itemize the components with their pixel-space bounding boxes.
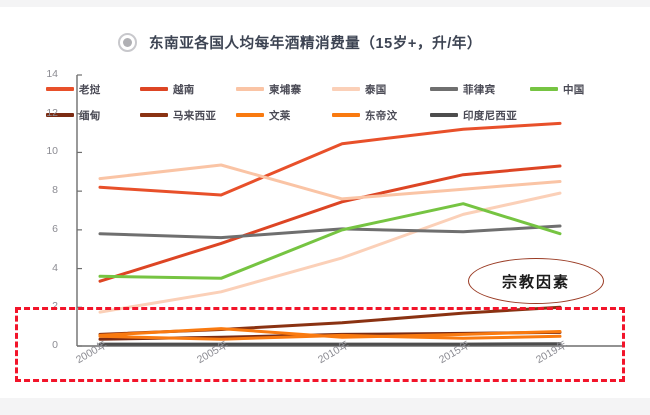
legend-item-china[interactable]: 中国: [530, 82, 585, 97]
y-axis-tick-label: 8: [52, 184, 58, 197]
legend-swatch-laos: [46, 87, 74, 91]
legend-swatch-indonesia: [430, 113, 458, 117]
legend-item-indonesia[interactable]: 印度尼西亚: [430, 108, 517, 123]
bullet-dot-icon: [118, 33, 137, 52]
legend-item-philippines[interactable]: 菲律宾: [430, 82, 530, 97]
highlight-region-box: [15, 307, 625, 382]
legend-label-timor-leste: 东帝汶: [365, 109, 398, 122]
legend-label-china: 中国: [563, 83, 585, 96]
axis-lines: [76, 75, 625, 347]
y-axis-tick-label: 0: [52, 339, 58, 351]
series-line: [98, 191, 562, 314]
page-title: 东南亚各国人均每年酒精消费量（15岁+，升/年）: [149, 36, 483, 52]
legend-label-brunei: 文莱: [269, 109, 291, 122]
legend-swatch-myanmar: [46, 113, 74, 117]
legend-item-vietnam[interactable]: 越南: [140, 82, 236, 97]
legend-swatch-malaysia: [140, 113, 168, 117]
series-line: [98, 164, 562, 283]
legend-label-indonesia: 印度尼西亚: [463, 109, 517, 122]
legend-label-philippines: 菲律宾: [463, 83, 496, 96]
legend-swatch-thailand: [332, 87, 360, 91]
legend-row-2: 缅甸 马来西亚 文莱 东帝汶 印度尼西亚: [46, 102, 624, 128]
legend-item-cambodia[interactable]: 柬埔寨: [236, 82, 332, 97]
series-line: [98, 202, 562, 280]
legend-item-thailand[interactable]: 泰国: [332, 82, 430, 97]
legend-swatch-cambodia: [236, 87, 264, 91]
legend-item-laos[interactable]: 老挝: [46, 82, 140, 97]
page-band-bottom: [0, 398, 650, 415]
series-line: [98, 121, 562, 197]
legend-item-timor-leste[interactable]: 东帝汶: [332, 108, 430, 123]
chart-header: 东南亚各国人均每年酒精消费量（15岁+，升/年）: [118, 32, 482, 53]
legend-item-malaysia[interactable]: 马来西亚: [140, 108, 236, 123]
y-axis-tick-label: 2: [52, 300, 58, 313]
legend-item-myanmar[interactable]: 缅甸: [46, 108, 140, 123]
legend-swatch-timor-leste: [332, 113, 360, 117]
y-axis-tick-label: 6: [52, 222, 58, 235]
page-band-top: [0, 0, 650, 7]
series-lines: [98, 121, 562, 346]
legend-swatch-brunei: [236, 113, 264, 117]
legend-swatch-china: [530, 87, 558, 91]
series-line: [98, 163, 562, 201]
y-axis-tick-label: 10: [46, 145, 58, 158]
legend-label-malaysia: 马来西亚: [173, 109, 217, 122]
legend-swatch-philippines: [430, 87, 458, 91]
legend-swatch-vietnam: [140, 87, 168, 91]
legend-label-vietnam: 越南: [173, 83, 195, 96]
y-axis-tick-label: 14: [46, 68, 58, 80]
legend-row-1: 老挝 越南 柬埔寨 泰国 菲律宾 中国: [46, 76, 624, 102]
chart-legend: 老挝 越南 柬埔寨 泰国 菲律宾 中国: [46, 76, 624, 128]
legend-label-thailand: 泰国: [365, 83, 387, 96]
legend-label-laos: 老挝: [79, 83, 101, 96]
y-axis-tick-label: 4: [52, 261, 58, 274]
legend-label-cambodia: 柬埔寨: [269, 83, 302, 96]
annotation-label: 宗教因素: [501, 273, 570, 291]
y-axis-ticks: [77, 74, 82, 347]
annotation-ellipse: [468, 258, 604, 304]
series-line: [98, 333, 562, 341]
series-line: [98, 327, 562, 339]
y-axis-tick-label: 12: [46, 106, 58, 119]
legend-label-myanmar: 缅甸: [79, 109, 101, 122]
legend-item-brunei[interactable]: 文莱: [236, 108, 332, 123]
